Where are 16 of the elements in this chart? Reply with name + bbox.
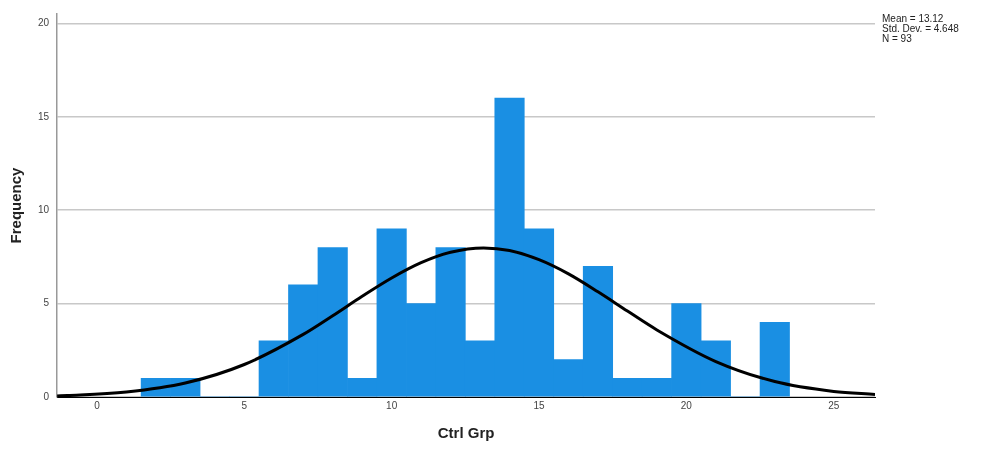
y-tick-label: 20: [38, 17, 50, 29]
x-tick-label: 15: [533, 399, 546, 411]
text: Std. Dev. = 4.648: [882, 23, 959, 34]
y-tick-label: 10: [38, 203, 50, 215]
x-axis-title: Ctrl Grp: [437, 424, 495, 442]
y-tick-label: 15: [38, 110, 50, 122]
y-tick-label: 5: [43, 297, 50, 309]
x-tick-label: 5: [241, 399, 248, 411]
x-tick-label: 25: [828, 399, 840, 411]
x-tick-label: 10: [386, 399, 398, 411]
x-tick-label: 0: [94, 399, 101, 411]
text: Mean = 13.12: [882, 13, 945, 24]
y-tick-label: 0: [43, 390, 50, 402]
x-tick-label: 20: [680, 399, 693, 411]
y-axis-title: Frequency: [7, 166, 25, 244]
text: N = 93: [882, 33, 913, 44]
